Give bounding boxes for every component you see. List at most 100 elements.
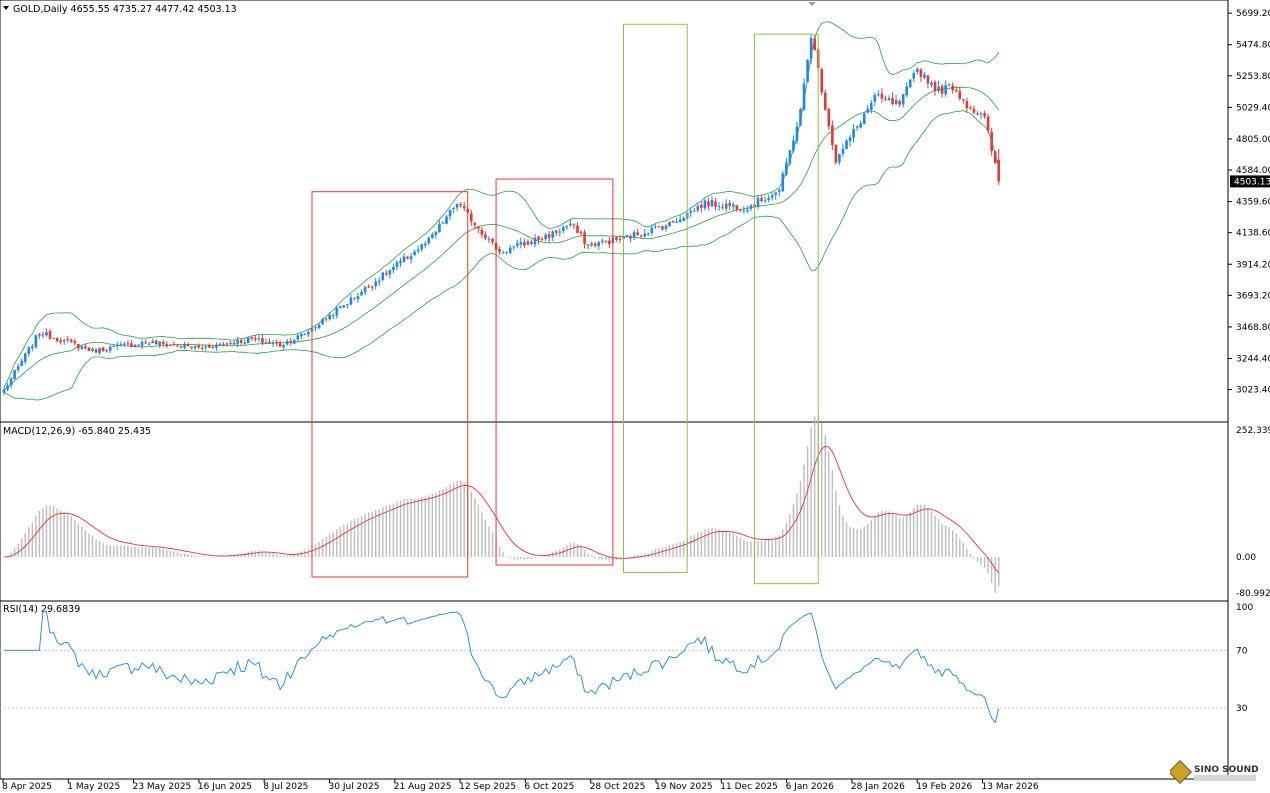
candle-body (926, 75, 930, 84)
candle-body (296, 335, 300, 340)
annotation-box-3[interactable] (623, 23, 688, 574)
candle-body (360, 291, 363, 296)
candle-body (162, 341, 165, 344)
candle-body (965, 101, 969, 109)
candle-body (551, 231, 554, 238)
logo-diamond-icon (1167, 759, 1193, 785)
candle-body (289, 341, 293, 344)
candle-body (48, 331, 52, 339)
candle-body (728, 203, 731, 206)
price-tick-label: 4138.60 (1236, 229, 1270, 239)
candle-body (558, 231, 562, 233)
candle-body (802, 83, 806, 110)
price-tick-label: 4359.60 (1236, 198, 1270, 208)
candle-body (923, 74, 926, 78)
rsi-line (4, 611, 1000, 724)
candle-body (328, 314, 331, 320)
candle-body (395, 262, 399, 267)
candle-body (34, 335, 38, 347)
candle-body (108, 346, 112, 351)
candle-body (356, 296, 360, 300)
candle-body (183, 344, 186, 348)
candle-body (866, 108, 870, 113)
annotation-box-4[interactable] (753, 33, 819, 585)
candle-body (285, 341, 289, 345)
candle-body (799, 109, 802, 126)
candle-body (540, 238, 544, 240)
candle-body (646, 233, 650, 235)
candle-body (544, 234, 547, 239)
candle-body (402, 256, 406, 262)
candle-body (409, 256, 413, 260)
candle-body (813, 38, 816, 51)
candle-body (533, 237, 537, 245)
candle-body (239, 340, 243, 343)
candle-body (346, 304, 349, 306)
candle-body (700, 204, 703, 208)
candle-body (625, 235, 629, 237)
candle-body (480, 229, 484, 235)
rsi-series (4, 611, 1000, 724)
candle-body (179, 346, 183, 348)
candle-body (229, 343, 232, 345)
bollinger-middle-band (3, 86, 1000, 390)
candle-body (944, 85, 947, 95)
candle-body (724, 203, 728, 209)
candle-body (746, 209, 749, 211)
candle-body (668, 221, 671, 227)
triangle-down-icon[interactable] (3, 6, 9, 10)
time-axis: 8 Apr 2025 1 May 2025 23 May 2025 16 Jun 20… (2, 779, 1039, 792)
annotation-box-2[interactable] (495, 178, 614, 566)
candle-body (951, 85, 955, 91)
time-tick-label: 11 Dec 2025 (720, 782, 778, 792)
candle-body (576, 225, 579, 233)
candle-body (880, 93, 884, 99)
candle-body (870, 102, 873, 111)
candle-body (608, 240, 611, 245)
candle-body (777, 190, 781, 192)
candle-body (462, 206, 466, 209)
candle-body (905, 86, 908, 96)
candle-body (650, 227, 654, 233)
candle-body (324, 318, 328, 320)
candle-body (101, 347, 105, 351)
candle-body (91, 348, 94, 351)
time-tick-label: 13 Mar 2026 (982, 782, 1039, 792)
price-tick-label: 3914.20 (1236, 260, 1270, 270)
rsi-tick-label: 70 (1236, 646, 1248, 656)
candle-body (615, 237, 618, 240)
annotation-box-1[interactable] (311, 191, 469, 578)
candle-body (154, 340, 158, 345)
candle-body (845, 140, 848, 150)
candle-body (583, 232, 586, 244)
candle-body (94, 349, 98, 353)
candle-body (59, 340, 62, 343)
candle-body (87, 347, 91, 352)
candle-body (990, 131, 993, 152)
candle-body (972, 108, 976, 113)
candle-body (225, 343, 229, 345)
candle-body (986, 116, 990, 131)
price-tick-label: 3023.40 (1236, 386, 1270, 396)
candle-body (349, 297, 353, 305)
candle-body (232, 342, 236, 345)
candle-body (491, 238, 494, 242)
candle-body (257, 338, 261, 340)
logo-text: SINO SOUND (1194, 765, 1259, 775)
candle-body (2, 389, 6, 393)
candle-body (969, 107, 972, 109)
candle-body (438, 223, 441, 233)
macd-title: MACD(12,26,9) -65.840 25.435 (3, 426, 151, 437)
time-tick-label: 8 Jul 2025 (263, 782, 308, 792)
candle-body (618, 238, 622, 240)
candle-body (823, 92, 827, 110)
candle-body (714, 201, 717, 207)
candle-body (717, 206, 721, 208)
candle-body (795, 126, 799, 142)
logo-subline (1194, 775, 1256, 781)
candle-body (498, 248, 501, 252)
scroll-marker-icon[interactable] (808, 2, 816, 6)
sino-sound-logo: SINO SOUND (1167, 758, 1266, 788)
candle-body (831, 125, 834, 145)
